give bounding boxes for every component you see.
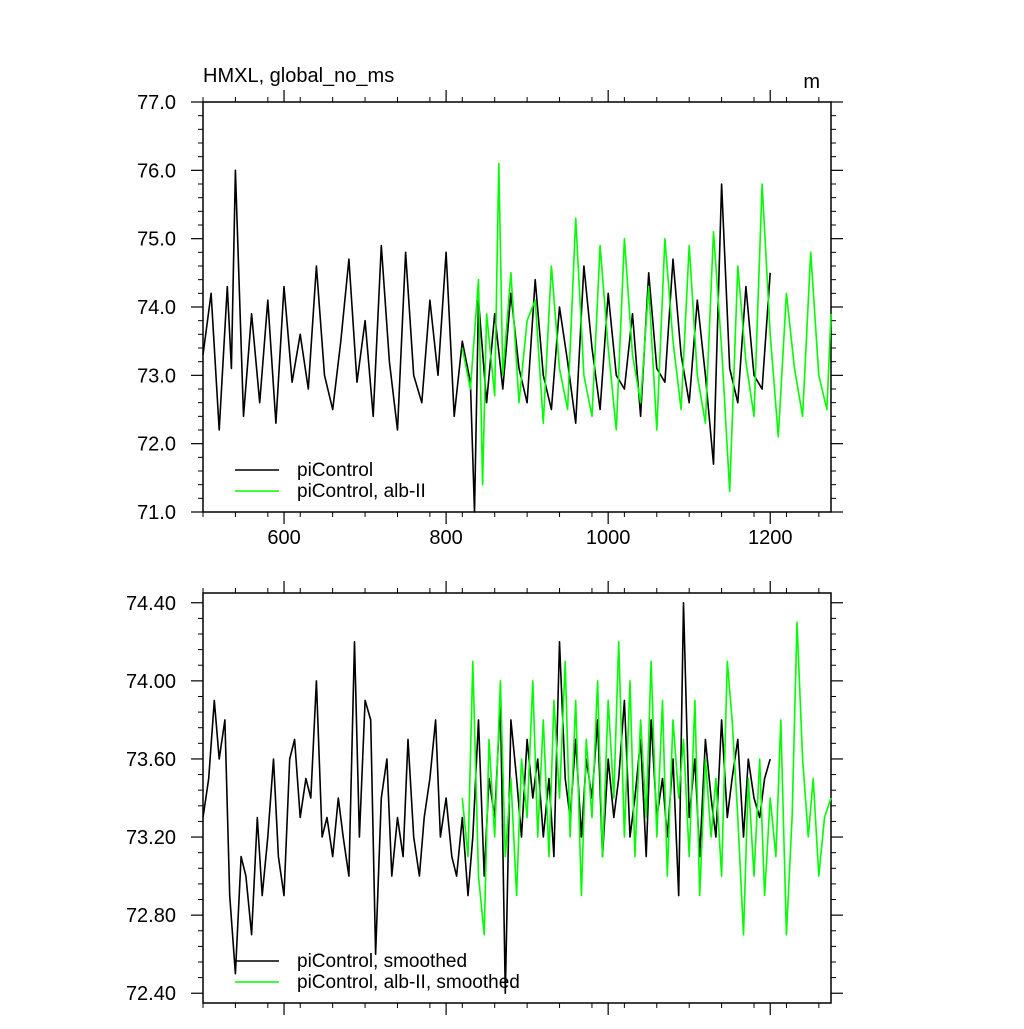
y-tick-label: 71.0 (137, 502, 176, 524)
y-tick-label: 73.0 (137, 365, 176, 387)
x-tick-label: 1000 (586, 527, 631, 549)
y-tick-label: 73.20 (126, 827, 176, 849)
y-tick-label: 77.0 (137, 92, 176, 114)
top-panel-title: HMXL, global_no_ms (203, 65, 394, 87)
y-tick-label: 75.0 (137, 229, 176, 251)
y-tick-label: 74.0 (137, 297, 176, 319)
y-tick-label: 74.00 (126, 671, 176, 693)
y-tick-label: 72.80 (126, 905, 176, 927)
y-tick-label: 74.40 (126, 593, 176, 615)
x-tick-label: 600 (267, 527, 300, 549)
legend-label-0: piControl (297, 460, 373, 481)
y-tick-label: 72.0 (137, 434, 176, 456)
legend-label-0: piControl, smoothed (297, 951, 467, 972)
series-line-0 (202, 601, 771, 995)
y-tick-label: 72.40 (126, 983, 176, 1005)
x-tick-label: 1200 (748, 527, 793, 549)
top-panel: HMXL, global_no_ms m 600 800 1000 1200 71.0 7… (137, 65, 843, 549)
y-tick-label: 73.60 (126, 749, 176, 771)
series-line-1 (461, 162, 832, 493)
series-line-1 (461, 621, 832, 936)
x-tick-label: 800 (429, 527, 462, 549)
bottom-panel: 72.40 72.80 73.20 73.60 74.00 74.40 piControl… (126, 581, 843, 1015)
top-panel-units: m (803, 71, 820, 93)
y-tick-label: 76.0 (137, 160, 176, 182)
legend-label-1: piControl, alb-II (297, 481, 426, 502)
legend-label-1: piControl, alb-II, smoothed (297, 972, 520, 993)
